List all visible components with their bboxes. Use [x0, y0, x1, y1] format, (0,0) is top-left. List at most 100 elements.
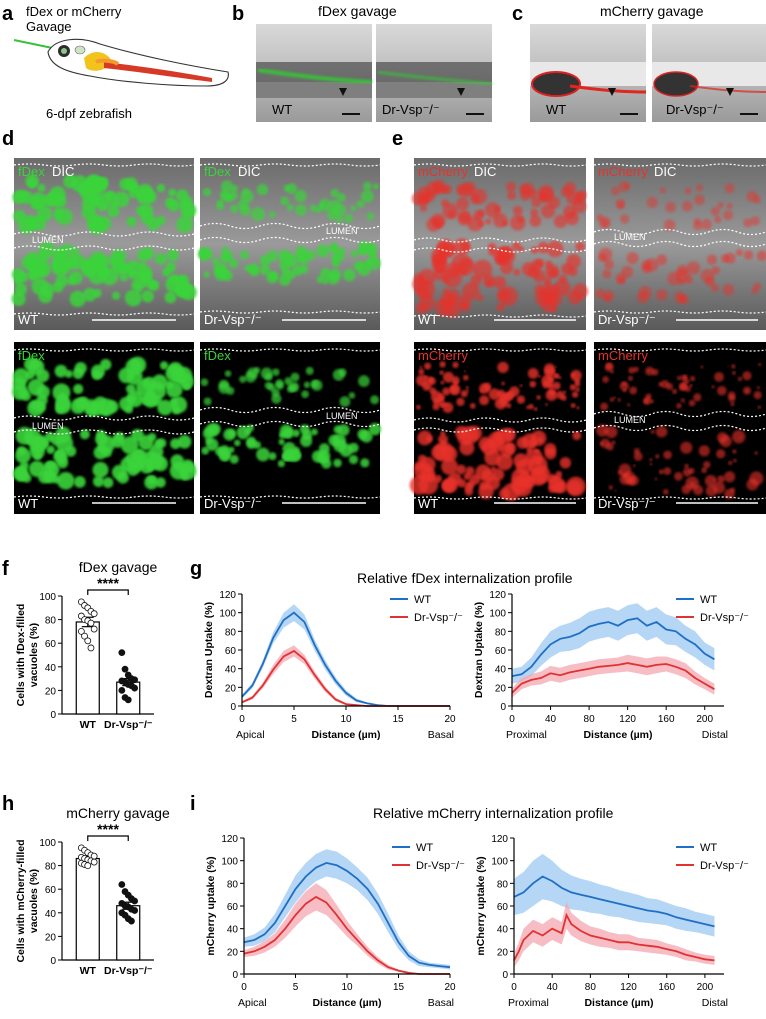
mcherry-vacuole [544, 260, 553, 269]
mcherry-vacuole [463, 181, 477, 195]
lumen-boundary [199, 222, 381, 230]
fdex-vacuole [67, 276, 76, 286]
fdex-vacuole [336, 193, 346, 203]
x-tick-label: 80 [585, 982, 597, 993]
fdex-vacuole [107, 205, 120, 218]
e-wt-top-genotype: WT [418, 312, 438, 327]
fdex-vacuole [267, 383, 276, 392]
significance-bracket [87, 589, 129, 595]
mcherry-vacuole [433, 183, 445, 194]
mcherry-vacuole [558, 274, 568, 284]
mcherry-vacuole [655, 425, 668, 438]
mcherry-vacuole [418, 368, 425, 375]
fdex-vacuole [329, 268, 342, 281]
mcherry-vacuole [575, 387, 580, 392]
mcherry-vacuole [732, 449, 737, 454]
chart-title: mCherry gavage [66, 805, 170, 821]
fdex-vacuole [295, 204, 307, 216]
mcherry-vacuole [621, 265, 634, 278]
e-wt-bottom-genotype: WT [418, 496, 438, 511]
y-tick-label: 80 [495, 627, 507, 638]
mcherry-vacuole [730, 487, 736, 493]
mcherry-vacuole [456, 464, 466, 475]
y-tick-label: 60 [225, 646, 237, 657]
fdex-vacuole [253, 441, 262, 449]
fdex-vacuole [13, 210, 26, 223]
mcherry-vacuole [463, 370, 467, 373]
fdex-vacuole [343, 268, 356, 282]
fdex-vacuole [366, 212, 375, 221]
mcherry-vacuole [553, 279, 571, 297]
fdex-vacuole [202, 188, 212, 197]
fdex-vacuole [311, 450, 325, 463]
mcherry-vacuole [663, 467, 672, 475]
mcherry-vacuole [752, 195, 761, 204]
y-tick-label: 40 [45, 663, 57, 674]
fdex-vacuole [132, 449, 144, 461]
fdex-vacuole [310, 379, 319, 389]
x-axis-right-end: Basal [428, 997, 454, 1009]
y-tick-label: 100 [219, 609, 236, 620]
mcherry-vacuole [627, 375, 634, 381]
fdex-vacuole [218, 382, 231, 394]
y-tick-label: 40 [225, 665, 237, 676]
fdex-vacuole [348, 454, 359, 465]
mcherry-vacuole [633, 452, 643, 461]
mcherry-vacuole [758, 362, 762, 367]
mcherry-vacuole [505, 390, 515, 400]
mcherry-vacuole [449, 384, 461, 396]
fdex-vacuole [339, 396, 351, 407]
fdex-vacuole [54, 449, 66, 461]
fdex-vacuole [177, 435, 192, 449]
x-tick-label: Dr-Vsp⁻/⁻ [104, 719, 153, 731]
y-tick-label: 0 [230, 702, 236, 713]
lumen-boundary [593, 228, 766, 236]
mcherry-vacuole [429, 387, 437, 395]
fdex-vacuole [20, 191, 34, 204]
y-tick-label: 20 [227, 947, 239, 958]
sem-band [244, 849, 450, 970]
mcherry-vacuole [479, 383, 490, 394]
mcherry-vacuole [731, 370, 736, 375]
x-tick-label: 120 [619, 714, 636, 725]
fdex-vacuole [281, 268, 290, 277]
mcherry-vacuole [424, 362, 432, 370]
fdex-vacuole [96, 265, 111, 279]
mcherry-vacuole [456, 197, 469, 211]
mcherry-vacuole [566, 476, 586, 497]
panel-c-images: WT Dr-Vsp⁻/⁻ [530, 24, 766, 122]
mcherry-vacuole [566, 253, 581, 269]
mcherry-vacuole [513, 453, 529, 468]
fdex-vacuole [95, 432, 108, 446]
mcherry-vacuole [445, 262, 461, 278]
fdex-vacuole [165, 364, 183, 383]
mcherry-vacuole [663, 450, 672, 460]
fdex-vacuole [147, 432, 157, 442]
fdex-vacuole [55, 398, 71, 414]
mcherry-vacuole [477, 209, 486, 218]
d-wt-bottom-genotype: WT [18, 496, 38, 511]
fdex-vacuole [216, 201, 225, 211]
fdex-vacuole [256, 183, 269, 196]
fdex-vacuole [142, 247, 155, 260]
fdex-vacuole [63, 174, 78, 189]
mcherry-vacuole [735, 249, 744, 257]
x-tick-label: 40 [547, 982, 559, 993]
d-mut-top-genotype: Dr-Vsp⁻/⁻ [204, 312, 262, 327]
mcherry-vacuole [425, 385, 429, 389]
fdex-vacuole [92, 288, 102, 298]
x-axis-left-end: Apical [238, 997, 267, 1009]
mcherry-vacuole [572, 199, 587, 214]
y-tick-label: 60 [45, 885, 57, 896]
data-point [81, 632, 88, 640]
fdex-vacuole [306, 250, 316, 260]
x-tick-label: WT [80, 965, 97, 977]
fdex-vacuole [142, 376, 156, 391]
mcherry-vacuole [727, 365, 730, 368]
legend-label: WT [700, 842, 717, 854]
mcherry-vacuole [442, 299, 461, 318]
fdex-vacuole [372, 183, 379, 190]
mcherry-vacuole [604, 362, 614, 372]
d-mut-top-dic: DIC [238, 164, 260, 179]
